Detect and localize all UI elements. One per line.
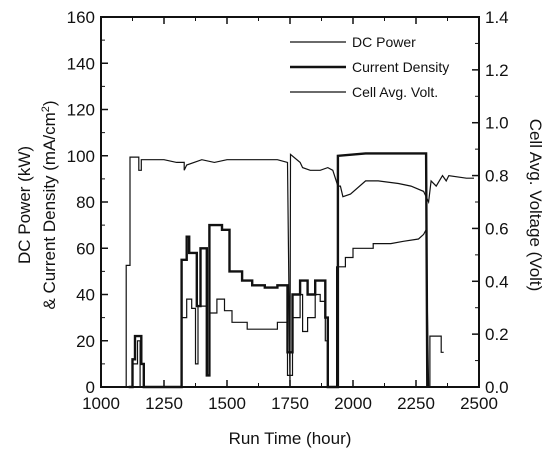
x-axis-title: Run Time (hour) [229, 429, 352, 448]
y-left-tick-label: 160 [67, 8, 95, 27]
y-left-tick-label: 20 [76, 332, 95, 351]
legend-label: Cell Avg. Volt. [352, 84, 438, 100]
x-tick-label: 2000 [334, 394, 372, 413]
x-tick-label: 2250 [397, 394, 435, 413]
y-right-tick-label: 1.4 [485, 8, 509, 27]
series-line-dc-power [126, 227, 444, 388]
x-tick-label: 2500 [460, 394, 498, 413]
y-left-title-superscript: 2 [40, 106, 52, 112]
y-left-tick-label: 120 [67, 101, 95, 120]
x-tick-label: 1000 [82, 394, 120, 413]
x-tick-label: 1500 [208, 394, 246, 413]
y-right-axis-title: Cell Avg. Voltage (Volt) [526, 119, 545, 292]
series-line-current-density [128, 152, 429, 389]
y-left-axis-title-line2: & Current Density (mA/cm2) [40, 100, 59, 309]
axes-ticks: 1000 1250 1500 1750 2000 2250 2500 0 20 40 60 80 100… [67, 8, 509, 413]
series-line-cell-avg-volt [123, 153, 474, 388]
legend: DC Power Current Density Cell Avg. Volt. [290, 34, 449, 100]
y-right-tick-label: 0.8 [485, 167, 509, 186]
y-left-tick-label: 100 [67, 147, 95, 166]
y-left-tick-label: 140 [67, 54, 95, 73]
y-right-tick-label: 1.2 [485, 61, 509, 80]
y-right-tick-label: 0.0 [485, 378, 509, 397]
x-tick-label: 1750 [271, 394, 309, 413]
legend-label: DC Power [352, 34, 416, 50]
y-right-tick-label: 0.4 [485, 272, 509, 291]
y-left-title-suffix: ) [40, 100, 59, 106]
series-layer [123, 152, 474, 389]
y-left-tick-label: 60 [76, 239, 95, 258]
y-left-tick-label: 40 [76, 286, 95, 305]
y-right-tick-label: 1.0 [485, 114, 509, 133]
y-left-tick-label: 80 [76, 193, 95, 212]
y-left-title-prefix: & Current Density (mA/cm [40, 112, 59, 309]
y-left-tick-label: 0 [86, 378, 95, 397]
y-right-tick-label: 0.6 [485, 219, 509, 238]
x-tick-label: 1250 [145, 394, 183, 413]
y-left-axis-title-line1: DC Power (kW) [15, 146, 34, 264]
legend-label: Current Density [352, 59, 449, 75]
y-right-tick-label: 0.2 [485, 325, 509, 344]
